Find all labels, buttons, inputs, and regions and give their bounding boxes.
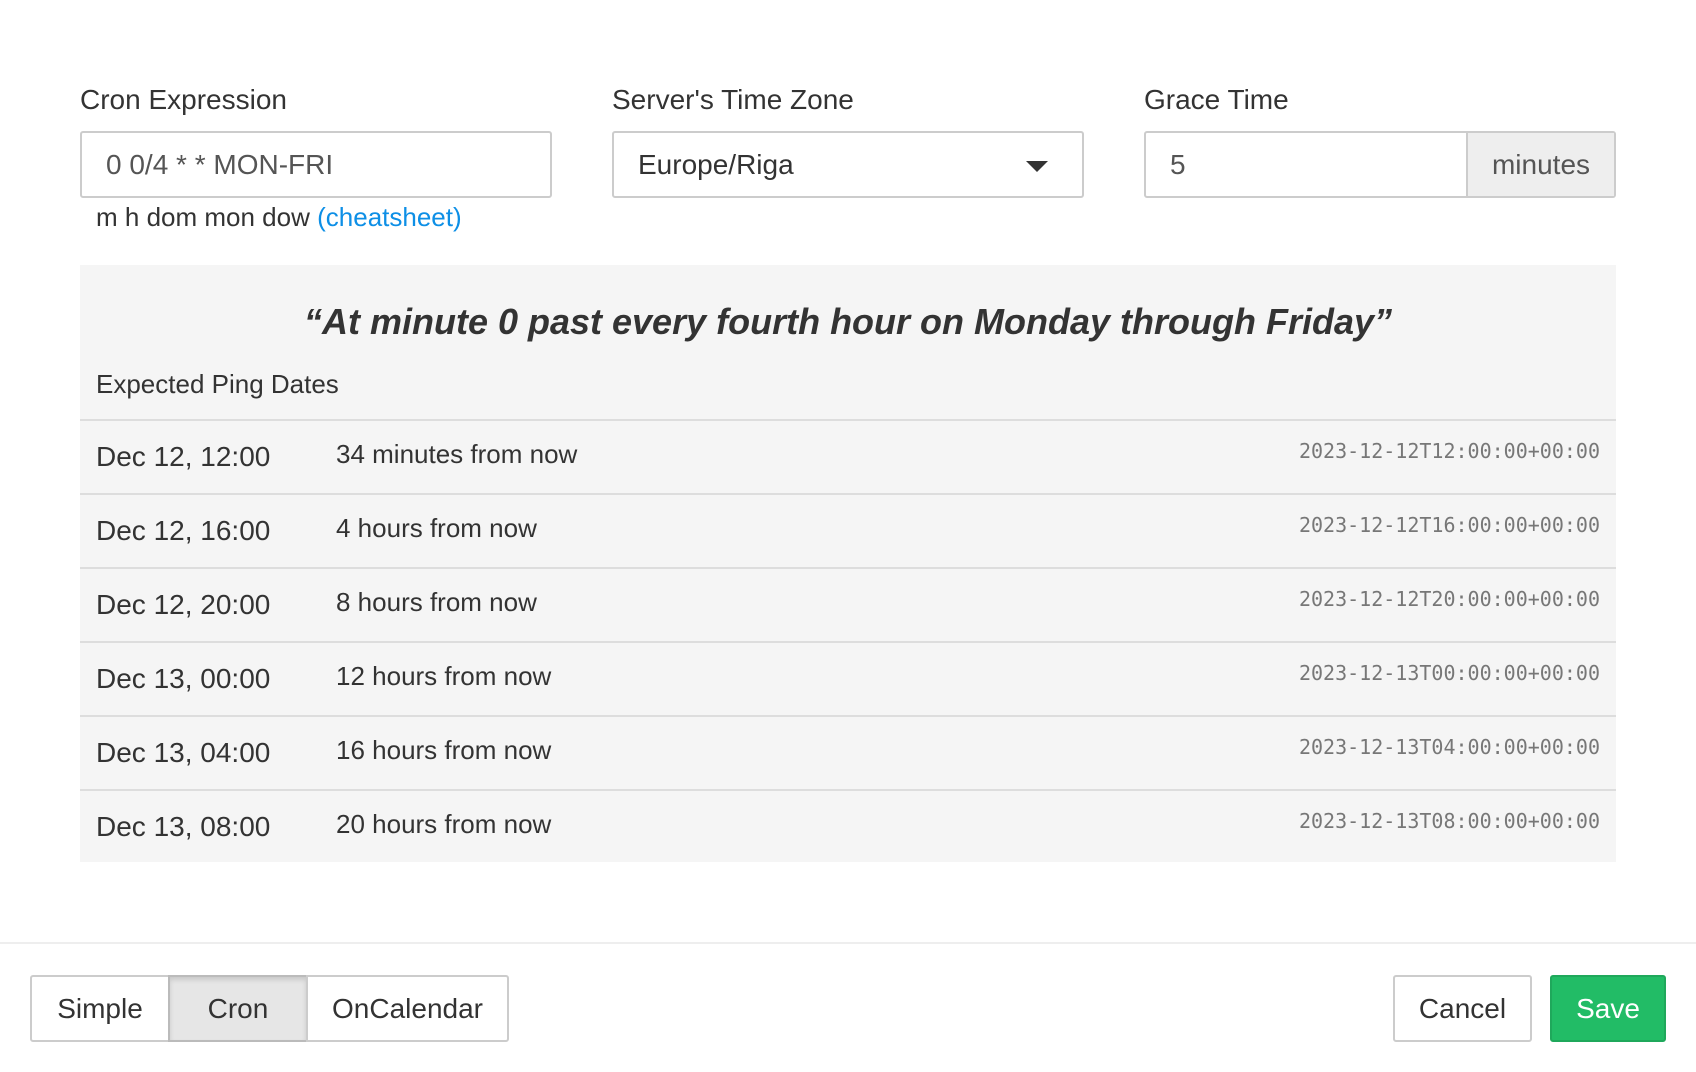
ping-iso: 2023-12-13T08:00:00+00:00 bbox=[1298, 809, 1600, 833]
ping-relative: 8 hours from now bbox=[336, 587, 537, 617]
ping-relative: 12 hours from now bbox=[336, 661, 552, 691]
ping-row: Dec 13, 00:00 12 hours from now 2023-12-13… bbox=[80, 641, 1616, 715]
ping-iso: 2023-12-12T20:00:00+00:00 bbox=[1298, 587, 1600, 611]
cron-expression-input[interactable]: 0 0/4 * * MON-FRI bbox=[80, 131, 552, 198]
mode-cron-button[interactable]: Cron bbox=[168, 975, 308, 1042]
timezone-label: Server's Time Zone bbox=[612, 84, 854, 115]
mode-simple-button[interactable]: Simple bbox=[30, 975, 170, 1042]
ping-date: Dec 12, 16:00 bbox=[96, 515, 271, 546]
ping-iso: 2023-12-13T00:00:00+00:00 bbox=[1298, 661, 1600, 685]
ping-date: Dec 12, 20:00 bbox=[96, 589, 271, 620]
ping-date: Dec 12, 12:00 bbox=[96, 441, 271, 472]
cron-hint: m h dom mon dow (cheatsheet) bbox=[96, 202, 462, 233]
ping-date: Dec 13, 00:00 bbox=[96, 663, 271, 694]
ping-relative: 16 hours from now bbox=[336, 735, 552, 765]
chevron-down-icon bbox=[1026, 161, 1048, 172]
ping-row: Dec 13, 04:00 16 hours from now 2023-12-13… bbox=[80, 715, 1616, 789]
grace-time-input[interactable]: 5 bbox=[1170, 148, 1186, 180]
cron-label: Cron Expression bbox=[80, 84, 287, 115]
schedule-preview-panel: “At minute 0 past every fourth hour on M… bbox=[80, 265, 1616, 862]
cheatsheet-link[interactable]: (cheatsheet) bbox=[317, 202, 462, 232]
grace-unit-addon: minutes bbox=[1466, 133, 1614, 196]
cron-hint-text: m h dom mon dow bbox=[96, 202, 310, 232]
ping-row: Dec 13, 08:00 20 hours from now 2023-12-13… bbox=[80, 789, 1616, 863]
ping-date: Dec 13, 04:00 bbox=[96, 737, 271, 768]
cancel-button[interactable]: Cancel bbox=[1393, 975, 1532, 1042]
timezone-value: Europe/Riga bbox=[638, 148, 794, 180]
ping-date: Dec 13, 08:00 bbox=[96, 811, 271, 842]
ping-row: Dec 12, 16:00 4 hours from now 2023-12-12T… bbox=[80, 493, 1616, 567]
ping-iso: 2023-12-12T16:00:00+00:00 bbox=[1298, 513, 1600, 537]
ping-relative: 4 hours from now bbox=[336, 513, 537, 543]
grace-label: Grace Time bbox=[1144, 84, 1289, 115]
ping-relative: 20 hours from now bbox=[336, 809, 552, 839]
save-button[interactable]: Save bbox=[1550, 975, 1666, 1042]
cron-description: “At minute 0 past every fourth hour on M… bbox=[303, 301, 1393, 342]
timezone-select[interactable]: Europe/Riga bbox=[612, 131, 1084, 198]
ping-row: Dec 12, 20:00 8 hours from now 2023-12-12T… bbox=[80, 567, 1616, 641]
ping-relative: 34 minutes from now bbox=[336, 439, 578, 469]
mode-oncalendar-button[interactable]: OnCalendar bbox=[306, 975, 509, 1042]
ping-iso: 2023-12-12T12:00:00+00:00 bbox=[1298, 439, 1600, 463]
grace-input-group: 5 minutes bbox=[1144, 131, 1616, 198]
ping-row: Dec 12, 12:00 34 minutes from now 2023-12-… bbox=[80, 419, 1616, 493]
ping-iso: 2023-12-13T04:00:00+00:00 bbox=[1298, 735, 1600, 759]
expected-ping-dates-heading: Expected Ping Dates bbox=[96, 369, 339, 399]
footer-divider bbox=[0, 942, 1696, 944]
